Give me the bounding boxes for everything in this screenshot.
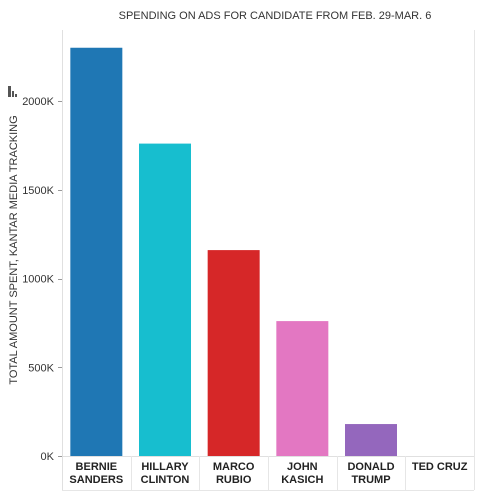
x-tick-label: KASICH xyxy=(281,474,323,486)
bar[interactable] xyxy=(139,143,191,456)
y-tick-label: 0K xyxy=(41,451,55,463)
bar[interactable] xyxy=(207,250,260,456)
x-tick-label: TED CRUZ xyxy=(412,461,468,473)
bar[interactable] xyxy=(276,321,329,456)
x-tick-label: CLINTON xyxy=(141,474,190,486)
chart-title: SPENDING ON ADS FOR CANDIDATE FROM FEB. … xyxy=(119,10,432,22)
y-tick-label: 500K xyxy=(28,362,54,374)
x-tick-label: BERNIE xyxy=(76,461,118,473)
y-tick-label: 1000K xyxy=(22,274,54,286)
x-tick-label: RUBIO xyxy=(216,474,252,486)
x-tick-label: JOHN xyxy=(287,461,318,473)
x-tick-label: HILLARY xyxy=(141,461,189,473)
bar-chart-icon[interactable] xyxy=(8,86,17,97)
bar[interactable] xyxy=(70,47,123,456)
x-tick-label: DONALD xyxy=(347,461,394,473)
x-tick-label: SANDERS xyxy=(69,474,123,486)
plot-area xyxy=(62,30,475,491)
x-tick-label: TRUMP xyxy=(351,474,390,486)
x-tick-label: MARCO xyxy=(213,461,255,473)
y-tick-label: 1500K xyxy=(22,185,54,197)
bar[interactable] xyxy=(345,424,397,456)
y-axis-title: TOTAL AMOUNT SPENT, KANTAR MEDIA TRACKIN… xyxy=(8,115,20,384)
y-tick-label: 2000K xyxy=(22,96,54,108)
y-axis: 0K 500K 1000K 1500K 2000K xyxy=(22,96,62,463)
